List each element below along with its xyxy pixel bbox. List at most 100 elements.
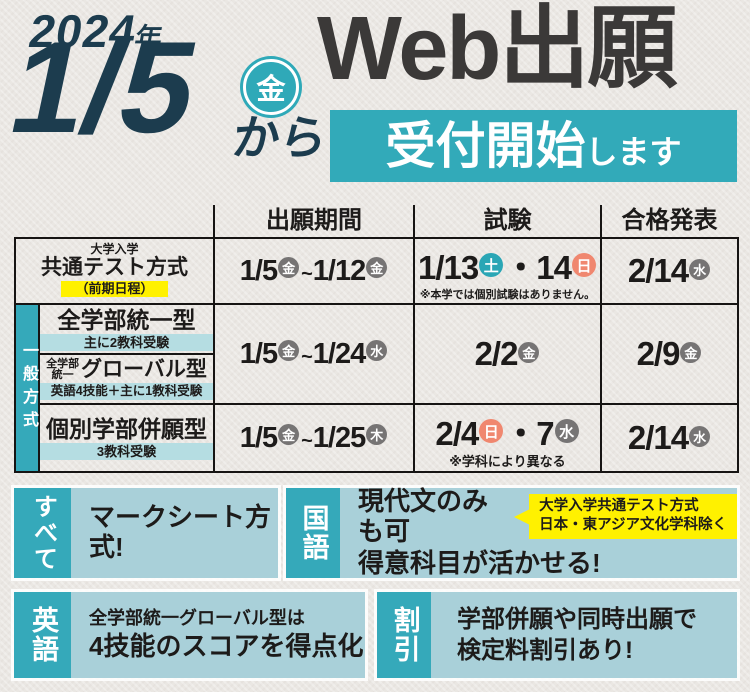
label-zengakubu-sub: 主に2教科受験 xyxy=(40,333,213,351)
column-header-exam: 試験 xyxy=(413,205,600,237)
feature-eigo-line1: 全学部統一グローバル型は xyxy=(89,608,305,629)
callout-tail-icon xyxy=(514,508,531,525)
label-global: グローバル型 xyxy=(81,358,207,382)
feature-kokugo-line1: 現代文のみも可 xyxy=(358,485,489,546)
cell-label-zengakubu: 全学部統一型 主に2教科受験 xyxy=(38,303,215,355)
period-date: 1/5 金 ~1/24 水 xyxy=(240,338,388,370)
feature-tag-eigo-text: 英語 xyxy=(28,606,58,664)
label-kobetsu: 個別学部併願型 xyxy=(46,416,207,443)
exam-date-1: 2/4 xyxy=(435,414,479,452)
table-row-zengakubu: 一般方式 全学部統一型 主に2教科受験 1/5 金 ~1/24 水 2/2 金 2/9 金 xyxy=(14,303,739,473)
table-row-global: 全学部 統一 グローバル型 英語4技能＋主に1教科受験 xyxy=(15,353,738,405)
dot-separator: ・ xyxy=(504,414,537,452)
page-title: Web出願 xyxy=(317,0,677,99)
label-zengakubu: 全学部統一型 xyxy=(57,307,196,334)
callout-line2: 日本・東アジア文化学科除く xyxy=(539,517,727,534)
column-header-application-period: 出願期間 xyxy=(213,205,413,237)
feature-panel-kokugo: 現代文のみも可 大学入学共通テスト方式 日本・東アジア文化学科除く 得意科目が活… xyxy=(340,485,737,579)
period-date: 1/5 金 ~1/25 木 xyxy=(240,422,388,454)
feature-tag-all: すべて xyxy=(14,488,71,578)
banner-suffix-text: します xyxy=(585,134,682,170)
feature-tag-all-text: すべて xyxy=(29,494,57,572)
weekday-badge: 木 xyxy=(366,423,388,445)
weekday-badge-sunday: 日 xyxy=(479,419,504,444)
weekday-badge: 金 xyxy=(278,339,300,361)
label-kyotsu-main: 共通テスト方式 xyxy=(41,256,188,280)
table-column-headers: 出願期間 試験 合格発表 xyxy=(14,205,737,237)
cell-label-kobetsu: 個別学部併願型 3教科受験 xyxy=(38,403,215,473)
table-row-kobetsu: 個別学部併願型 3教科受験 1/5 金 ~1/25 木 2/4 日・7 水 ※学科により異… xyxy=(15,403,739,473)
exam-note: ※本学では個別試験はありません。 xyxy=(419,288,596,301)
cell-exam-kobetsu: 2/4 日・7 水 ※学科により異なる xyxy=(413,403,602,473)
weekday-badge: 金 xyxy=(680,342,702,363)
cell-exam-ippan: 2/2 金 xyxy=(413,303,602,405)
friday-badge-icon: 金 xyxy=(240,56,302,118)
kokugo-callout: 大学入学共通テスト方式 日本・東アジア文化学科除く xyxy=(514,494,737,539)
feature-kokugo-line2: 得意科目が活かせる! xyxy=(358,548,601,579)
weekday-badge-saturday: 土 xyxy=(479,253,504,278)
cell-result-kyotsu: 2/14 水 xyxy=(600,237,739,305)
feature-tag-kokugo-text: 国語 xyxy=(298,504,329,562)
feature-waribiki-line2: 検定料割引あり! xyxy=(457,636,633,664)
feature-panel-all: マークシート方式! xyxy=(71,488,278,578)
table-row-kyotsu-test: 大学入学 共通テスト方式 （前期日程） 1/5 金 ~1/12 金 1/13 土・14 日… xyxy=(14,237,739,305)
dot-separator: ・ xyxy=(504,248,537,286)
cell-period-kyotsu: 1/5 金 ~1/12 金 xyxy=(213,237,415,305)
schedule-table: 大学入学 共通テスト方式 （前期日程） 1/5 金 ~1/12 金 1/13 土・14 日… xyxy=(14,237,739,473)
result-date: 2/14 水 xyxy=(628,419,711,456)
label-global-sub: 英語4技能＋主に1教科受験 xyxy=(40,382,213,400)
weekday-badge: 金 xyxy=(366,256,388,278)
label-global-small: 全学部 統一 xyxy=(46,357,80,382)
exam-dates: 1/13 土・14 日 xyxy=(418,241,597,289)
range-separator: ~ xyxy=(301,345,313,368)
feature-block-waribiki: 割引 学部併願や同時出願で 検定料割引あり! xyxy=(377,592,737,678)
cell-label-global: 全学部 統一 グローバル型 英語4技能＋主に1教科受験 xyxy=(38,353,215,405)
period-end: 1/12 xyxy=(312,254,366,287)
weekday-badge: 金 xyxy=(278,423,300,445)
cell-exam-kyotsu: 1/13 土・14 日 ※本学では個別試験はありません。 xyxy=(413,237,602,305)
feature-tag-waribiki-text: 割引 xyxy=(389,606,420,664)
feature-block-eigo: 英語 全学部統一グローバル型は 4技能のスコアを得点化 xyxy=(14,592,365,678)
friday-badge-label: 金 xyxy=(243,59,299,115)
feature-tag-eigo: 英語 xyxy=(14,592,71,678)
side-label-ippan-hoshiki: 一般方式 xyxy=(14,303,40,473)
weekday-badge: 水 xyxy=(689,259,711,280)
label-kyotsu-top: 大学入学 xyxy=(90,241,139,256)
feature-all-line1: マークシート方式! xyxy=(89,502,272,562)
exam-date-2: 7 xyxy=(536,414,554,452)
label-global-small-1: 全学部 xyxy=(46,357,80,370)
result-day: 2/9 xyxy=(636,335,681,372)
cell-label-kyotsu-test: 大学入学 共通テスト方式 （前期日程） xyxy=(14,237,215,305)
label-kyotsu-note: （前期日程） xyxy=(61,281,168,298)
feature-block-all: すべて マークシート方式! xyxy=(14,488,278,578)
weekday-badge-sunday: 日 xyxy=(571,253,596,278)
result-day: 2/14 xyxy=(627,419,689,456)
period-start: 1/5 xyxy=(239,254,278,287)
header-start-date: 1/5 xyxy=(0,14,211,160)
label-kobetsu-sub: 3教科受験 xyxy=(40,442,213,460)
result-date: 2/14 水 xyxy=(628,252,711,289)
period-end: 1/24 xyxy=(312,337,366,370)
column-header-results: 合格発表 xyxy=(600,205,737,237)
exam-date-2: 14 xyxy=(536,248,572,286)
feature-panel-eigo: 全学部統一グローバル型は 4技能のスコアを得点化 xyxy=(71,592,365,678)
result-day: 2/14 xyxy=(627,252,689,289)
header-banner: 受付開始 します xyxy=(330,110,737,182)
feature-block-kokugo: 国語 現代文のみも可 大学入学共通テスト方式 日本・東アジア文化学科除く 得意科… xyxy=(286,485,737,579)
feature-panel-waribiki: 学部併願や同時出願で 検定料割引あり! xyxy=(431,592,737,678)
side-label-text: 一般方式 xyxy=(20,342,37,434)
feature-tag-waribiki: 割引 xyxy=(377,592,431,678)
column-header-spacer xyxy=(14,205,213,237)
result-date: 2/9 金 xyxy=(637,335,703,372)
weekday-badge: 金 xyxy=(278,256,300,278)
cell-period-ippan: 1/5 金 ~1/24 水 xyxy=(213,303,415,405)
cell-result-kobetsu: 2/14 水 xyxy=(600,403,739,473)
exam-note: ※学科により異なる xyxy=(449,453,566,469)
weekday-badge: 水 xyxy=(689,426,711,447)
range-separator: ~ xyxy=(301,262,313,285)
period-date: 1/5 金 ~1/12 金 xyxy=(240,255,388,287)
exam-dates: 2/4 日・7 水 xyxy=(435,407,579,455)
exam-date: 2/2 金 xyxy=(475,335,541,372)
feature-eigo-line2: 4技能のスコアを得点化 xyxy=(89,630,364,661)
